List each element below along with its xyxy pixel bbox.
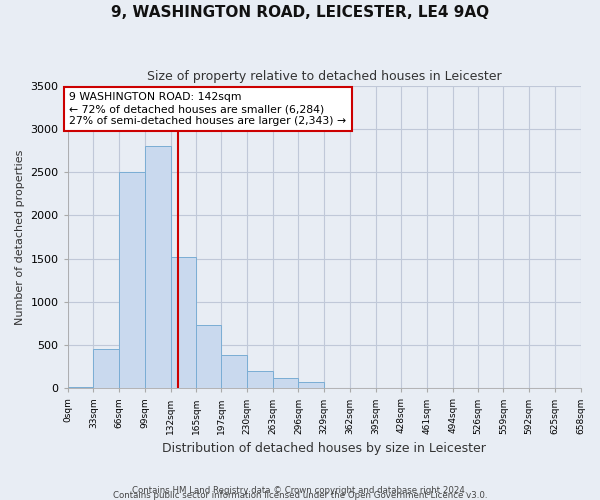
Bar bbox=[221, 354, 247, 388]
Text: 9 WASHINGTON ROAD: 142sqm
← 72% of detached houses are smaller (6,284)
27% of se: 9 WASHINGTON ROAD: 142sqm ← 72% of detac… bbox=[69, 92, 346, 126]
Text: Contains HM Land Registry data © Crown copyright and database right 2024.: Contains HM Land Registry data © Crown c… bbox=[132, 486, 468, 495]
Bar bbox=[196, 325, 221, 388]
Bar bbox=[170, 257, 196, 388]
Text: Contains public sector information licensed under the Open Government Licence v3: Contains public sector information licen… bbox=[113, 491, 487, 500]
Bar bbox=[272, 378, 298, 388]
Text: 9, WASHINGTON ROAD, LEICESTER, LE4 9AQ: 9, WASHINGTON ROAD, LEICESTER, LE4 9AQ bbox=[111, 5, 489, 20]
Y-axis label: Number of detached properties: Number of detached properties bbox=[15, 149, 25, 324]
Bar bbox=[247, 371, 272, 388]
Bar bbox=[298, 382, 324, 388]
Bar bbox=[119, 172, 145, 388]
Bar bbox=[145, 146, 170, 388]
Bar bbox=[94, 350, 119, 389]
Bar bbox=[68, 386, 94, 388]
Title: Size of property relative to detached houses in Leicester: Size of property relative to detached ho… bbox=[147, 70, 502, 83]
X-axis label: Distribution of detached houses by size in Leicester: Distribution of detached houses by size … bbox=[162, 442, 486, 455]
